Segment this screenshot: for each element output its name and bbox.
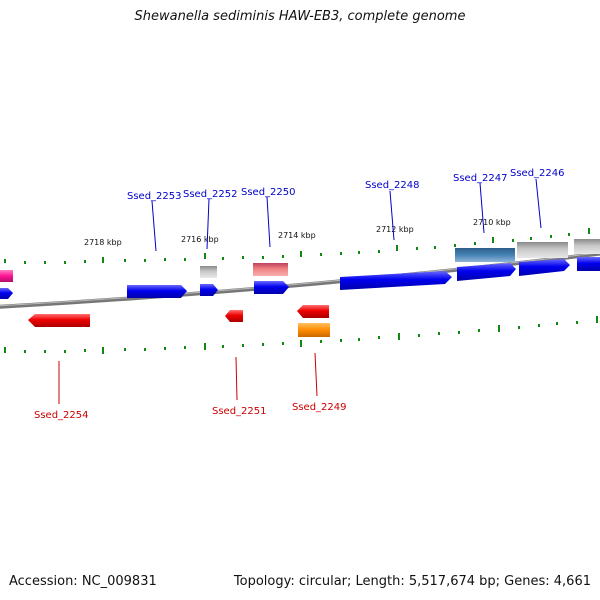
scale-label-2710: 2710 kbp xyxy=(473,218,511,227)
gene-label-ssed-2249[interactable]: Ssed_2249 xyxy=(292,402,347,413)
gene-ssed-2248[interactable] xyxy=(340,271,452,290)
genome-backbone-highlight xyxy=(0,252,600,307)
genome-title: Shewanella sediminis HAW-EB3, complete g… xyxy=(134,9,466,24)
gene-label-ssed-2248[interactable]: Ssed_2248 xyxy=(365,180,420,191)
gene-label-ssed-2253[interactable]: Ssed_2253 xyxy=(127,191,182,202)
gene-magenta-edge[interactable] xyxy=(0,270,13,282)
reverse-strand-genes xyxy=(28,305,330,337)
inner-tick-ring xyxy=(4,316,598,354)
accession-text: Accession: NC_009831 xyxy=(9,574,157,589)
gene-ssed-2250[interactable] xyxy=(253,263,288,276)
gene-ssed-2246[interactable] xyxy=(517,242,568,258)
gene-gray-edge[interactable] xyxy=(574,239,600,254)
gene-ssed-2253[interactable] xyxy=(127,285,187,298)
scale-label-2712: 2712 kbp xyxy=(376,225,414,234)
gene-gray-2252[interactable] xyxy=(200,266,217,278)
gene-ssed-2247[interactable] xyxy=(455,248,515,262)
reverse-callouts xyxy=(58,352,318,404)
gene-ssed-2249[interactable] xyxy=(298,323,330,337)
gene-label-ssed-2252[interactable]: Ssed_2252 xyxy=(183,189,238,200)
gene-label-ssed-2246[interactable]: Ssed_2246 xyxy=(510,168,565,179)
gene-ssed-2252[interactable] xyxy=(200,284,218,296)
topology-summary: Topology: circular; Length: 5,517,674 bp… xyxy=(233,574,591,589)
gene-blue-2246[interactable] xyxy=(519,259,570,276)
gene-ssed-2251[interactable] xyxy=(225,310,243,322)
gene-label-ssed-2254[interactable]: Ssed_2254 xyxy=(34,410,89,421)
gene-red-2249[interactable] xyxy=(297,305,329,318)
forward-callouts xyxy=(151,178,542,252)
outer-tick-ring xyxy=(4,228,590,264)
scale-label-2718: 2718 kbp xyxy=(84,238,122,247)
gene-label-ssed-2250[interactable]: Ssed_2250 xyxy=(241,187,296,198)
gene-blue-2247[interactable] xyxy=(457,263,516,281)
scale-label-2714: 2714 kbp xyxy=(278,231,316,240)
scale-label-2716: 2716 kbp xyxy=(181,235,219,244)
gene-blue-2250[interactable] xyxy=(254,281,289,294)
gene-label-ssed-2247[interactable]: Ssed_2247 xyxy=(453,173,508,184)
gene-label-ssed-2251[interactable]: Ssed_2251 xyxy=(212,406,267,417)
gene-ssed-2254[interactable] xyxy=(28,314,90,327)
forward-strand-genes xyxy=(0,239,600,299)
gene-blue-edge-right[interactable] xyxy=(577,257,600,271)
gene-arrow-blue-edge[interactable] xyxy=(0,288,13,299)
